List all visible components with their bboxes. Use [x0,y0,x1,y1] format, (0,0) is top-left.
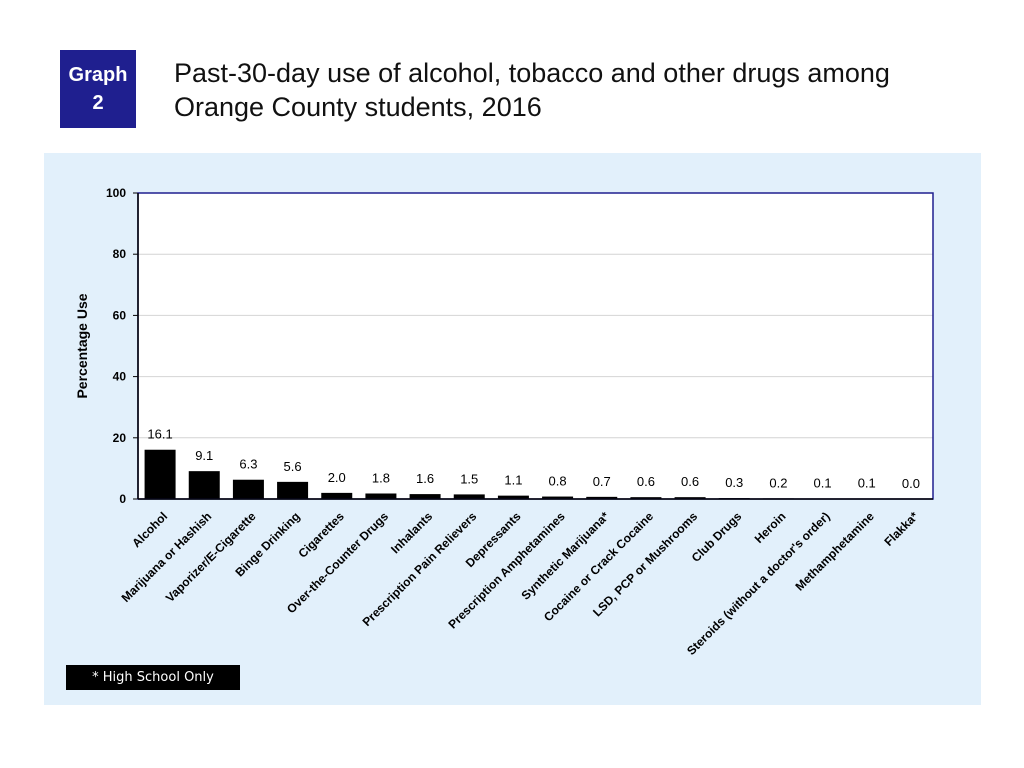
data-label: 1.6 [416,471,434,486]
title-line-2: Orange County students, 2016 [174,92,542,122]
data-label: 0.0 [902,476,920,491]
data-label: 0.7 [593,474,611,489]
data-label: 0.1 [858,476,876,491]
category-label: Alcohol [129,509,170,550]
bar-chart: 0 20 40 60 80 100 Percentage Use 16.1 Alcohol 9.1… [74,186,934,658]
data-label: 0.3 [725,475,743,490]
y-tick-label: 20 [113,431,127,445]
bar [586,496,618,499]
badge-number: 2 [92,92,104,114]
bar [365,493,397,499]
category-label: Synthetic Marijuana* [519,509,613,603]
page-title: Past-30-day use of alcohol, tobacco and … [174,56,974,124]
bar [453,494,485,499]
bar [232,479,264,499]
data-label: 0.8 [549,474,567,489]
y-tick-label: 60 [113,308,127,322]
data-label: 0.6 [681,474,699,489]
y-axis-title: Percentage Use [74,293,90,398]
bar [542,496,574,499]
title-line-1: Past-30-day use of alcohol, tobacco and … [174,58,890,88]
data-label: 6.3 [239,457,257,472]
badge-label: Graph [68,64,128,86]
y-tick-label: 0 [119,492,126,506]
data-label: 0.1 [814,476,832,491]
data-label: 5.6 [284,459,302,474]
plot-area [138,193,933,499]
bar [321,492,353,499]
bar [277,481,309,499]
category-label: Methamphetamine [792,509,877,594]
bar [674,497,706,499]
data-label: 16.1 [147,427,172,442]
footnote-high-school-only: * High School Only [66,665,240,690]
data-label: 0.2 [769,475,787,490]
data-label: 1.8 [372,470,390,485]
bar [188,471,220,499]
y-tick-label: 100 [106,186,126,200]
bar [409,494,441,499]
data-label: 1.1 [504,473,522,488]
bar [144,449,176,499]
y-tick-label: 40 [113,370,127,384]
chart-panel: 0 20 40 60 80 100 Percentage Use 16.1 Alcohol 9.1… [44,153,981,705]
data-label: 0.6 [637,474,655,489]
data-label: 9.1 [195,448,213,463]
graph-number-badge: Graph 2 [60,50,136,128]
bar [630,497,662,499]
category-label: Heroin [752,509,789,546]
category-label: Flakka* [881,509,921,549]
data-label: 1.5 [460,471,478,486]
y-tick-label: 80 [113,247,127,261]
data-label: 2.0 [328,470,346,485]
bar [497,495,529,499]
